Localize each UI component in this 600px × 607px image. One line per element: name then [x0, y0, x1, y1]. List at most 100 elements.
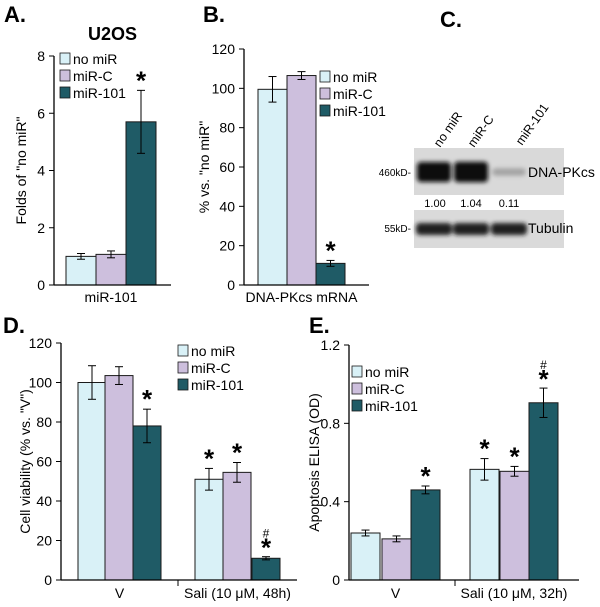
- y-tick-label: 0: [37, 277, 45, 293]
- bar: [104, 375, 134, 581]
- y-axis-label: Apoptosis ELISA (OD): [306, 393, 322, 532]
- blot-band: [492, 168, 526, 176]
- legend-swatch: [319, 87, 331, 100]
- bar: [381, 538, 412, 581]
- panel-d-chart: D. * * * #* 0 20 40 60 80 100 120 V Sali (10 μM, 48h)…: [3, 313, 297, 601]
- y-tick-label: 40: [219, 198, 235, 214]
- y-tick-label: 20: [219, 238, 235, 254]
- panel-e-chart: E. * * * #* 0 0.4 0.8 1.2 V Sali (10 μM, 32h) Apopt…: [306, 313, 579, 601]
- significance-mark: #*: [261, 527, 272, 563]
- y-tick-label: 0: [332, 572, 340, 588]
- y-tick-label: 100: [29, 375, 53, 391]
- significance-mark: *: [136, 65, 147, 95]
- panel-a-chart: A. U2OS * 0 2 4 6 8 miR-101 Folds of "no miR" no m…: [4, 2, 171, 305]
- y-tick-label: 2: [37, 220, 45, 236]
- significance-mark: *: [204, 443, 215, 473]
- y-tick-label: 1.2: [321, 337, 341, 353]
- panel-b-chart: B. * 0 20 40 60 80 100 120 DNA-PKcs mRNA % vs. "no…: [196, 2, 386, 305]
- significance-mark: *: [509, 441, 520, 471]
- y-tick-label: 20: [36, 533, 52, 549]
- blot-quant-value: 1.00: [424, 198, 445, 210]
- legend-swatch: [351, 382, 363, 395]
- blot-size-marker: 55kD-: [384, 224, 411, 235]
- x-category-label: miR-101: [85, 289, 138, 305]
- blot-lane-label: miR-101: [513, 101, 552, 148]
- bar: [194, 478, 224, 581]
- legend-swatch: [319, 104, 331, 117]
- x-category-label: Sali (10 μM, 48h): [184, 585, 291, 601]
- legend-label: miR-101: [365, 398, 418, 414]
- panel-letter: A.: [4, 2, 26, 27]
- blot-band: [491, 223, 527, 235]
- panel-letter: E.: [309, 313, 330, 338]
- blot-band: [453, 223, 489, 235]
- y-tick-label: 60: [219, 159, 235, 175]
- legend-label: no miR: [73, 51, 117, 67]
- panel-c-letter: C.: [440, 7, 462, 32]
- y-tick-label: 40: [36, 493, 52, 509]
- y-tick-label: 80: [219, 120, 235, 136]
- chart-title: U2OS: [88, 24, 137, 44]
- panel-c-western-blot: C. no miR miR-C miR-101 460kD- 55kD- DNA…: [379, 7, 595, 248]
- significance-mark: *: [420, 461, 431, 491]
- blot-band: [417, 162, 451, 182]
- legend-label: miR-101: [191, 377, 244, 393]
- blot-band: [454, 161, 488, 183]
- legend-swatch: [177, 378, 189, 391]
- legend-label: no miR: [191, 343, 235, 359]
- legend-swatch: [319, 70, 331, 83]
- y-tick-label: 0: [44, 572, 52, 588]
- bar: [95, 253, 127, 286]
- y-tick-label: 60: [36, 454, 52, 470]
- y-tick-label: 6: [37, 105, 45, 121]
- bar: [469, 468, 500, 581]
- blot-lane-label: no miR: [431, 109, 465, 149]
- blot-protein-label: DNA-PKcs: [528, 164, 595, 180]
- legend-label: miR-C: [191, 360, 231, 376]
- legend-swatch: [177, 344, 189, 357]
- bar: [410, 489, 441, 581]
- legend-label: no miR: [365, 364, 409, 380]
- legend-label: miR-C: [73, 68, 113, 84]
- blot-size-marker: 460kD-: [379, 168, 411, 179]
- legend-label: no miR: [333, 69, 377, 85]
- y-tick-label: 120: [29, 335, 53, 351]
- bar: [77, 382, 107, 581]
- y-axis-label: Folds of "no miR": [13, 116, 29, 224]
- x-category-label: Sali (10 μM, 32h): [461, 585, 568, 601]
- x-category-label: DNA-PKcs mRNA: [245, 289, 358, 305]
- legend-swatch: [59, 52, 71, 65]
- blot-band: [416, 223, 452, 235]
- legend-label: miR-C: [365, 381, 405, 397]
- x-category-label: V: [391, 585, 401, 601]
- bar: [132, 425, 162, 581]
- legend-label: miR-101: [73, 85, 126, 101]
- y-tick-label: 0: [227, 277, 235, 293]
- y-tick-label: 0.8: [321, 415, 341, 431]
- panel-letter: B.: [203, 2, 225, 27]
- blot-quant-value: 1.04: [460, 198, 481, 210]
- y-tick-label: 100: [212, 80, 236, 96]
- y-tick-label: 120: [212, 41, 236, 57]
- legend-swatch: [177, 361, 189, 374]
- legend-swatch: [59, 69, 71, 82]
- panel-letter: D.: [3, 313, 25, 338]
- blot-lane-label: miR-C: [465, 113, 497, 150]
- significance-mark: #*: [538, 358, 549, 394]
- bar: [286, 75, 317, 286]
- y-tick-label: 80: [36, 414, 52, 430]
- significance-mark: *: [142, 384, 153, 414]
- bar: [257, 88, 288, 286]
- y-tick-label: 8: [37, 48, 45, 64]
- y-tick-label: 0.4: [321, 494, 341, 510]
- blot-protein-label: Tubulin: [528, 220, 573, 236]
- blot-quant-value: 0.11: [499, 198, 520, 210]
- legend-label: miR-101: [333, 103, 386, 119]
- legend-swatch: [351, 399, 363, 412]
- significance-mark: *: [479, 434, 490, 464]
- legend-swatch: [59, 86, 71, 99]
- legend-swatch: [351, 365, 363, 378]
- bar: [65, 255, 97, 286]
- y-tick-label: 4: [37, 163, 45, 179]
